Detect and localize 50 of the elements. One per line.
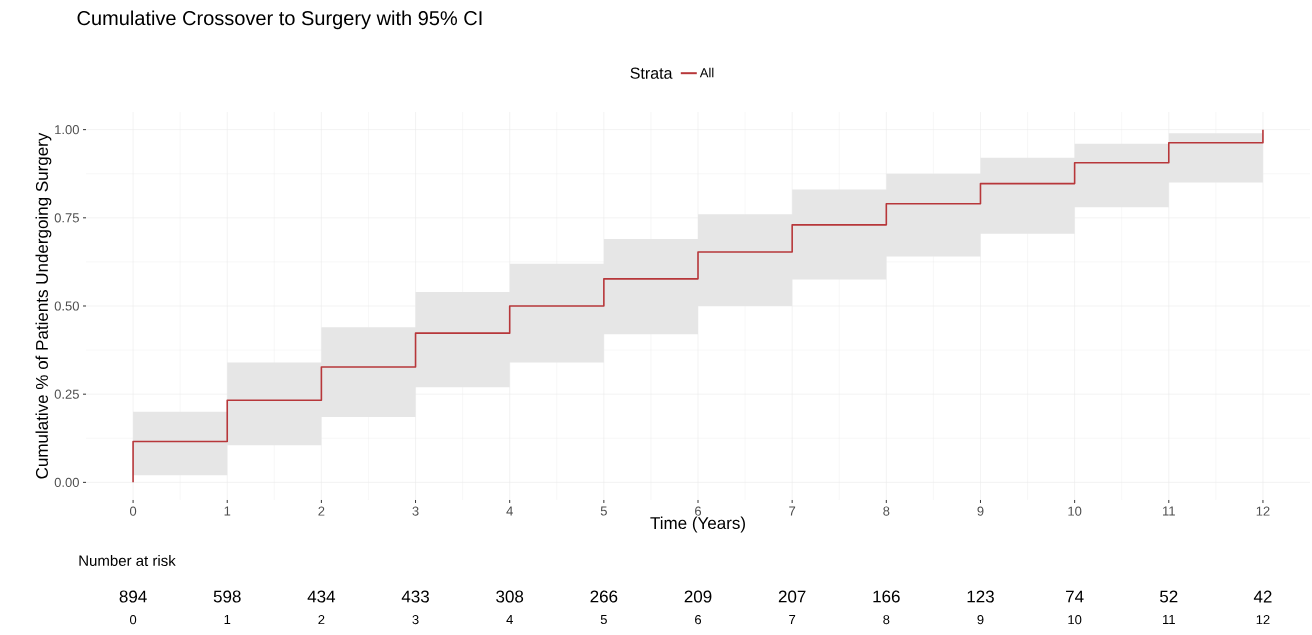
- x-tick-label: 1: [224, 615, 231, 624]
- x-tick-label: 8: [883, 615, 890, 625]
- y-tick-label: 1.00: [55, 125, 79, 135]
- data-label: 74: [1066, 590, 1084, 603]
- x-tick-label: 0: [129, 506, 137, 516]
- chart-title: Number at risk: [79, 554, 176, 566]
- y-tick-label: 0.00: [54, 477, 79, 487]
- y-tick-label: 0.25: [54, 389, 79, 399]
- y-tick-label: 0.75: [54, 213, 79, 223]
- x-axis-title: Time (Years): [650, 516, 745, 533]
- x-tick-label: 2: [318, 615, 325, 625]
- data-label: 266: [590, 590, 618, 603]
- x-tick-label: 7: [789, 615, 796, 624]
- data-label: 166: [873, 590, 900, 603]
- data-label: 42: [1253, 590, 1272, 603]
- y-tick-label: 0.50: [54, 301, 79, 311]
- x-tick-label: 4: [506, 615, 513, 624]
- x-tick-label: 9: [977, 506, 984, 516]
- y-axis-title: Cumulative % of Patients Undergoing Surgery: [35, 132, 52, 479]
- x-tick-label: 6: [695, 615, 702, 625]
- x-tick-label: 12: [1256, 615, 1270, 625]
- data-label: 434: [307, 590, 336, 603]
- x-tick-label: 12: [1256, 506, 1270, 516]
- x-tick-label: 11: [1163, 506, 1175, 516]
- x-tick-label: 10: [1068, 506, 1082, 516]
- x-tick-label: 6: [695, 506, 702, 516]
- x-tick-label: 2: [318, 506, 325, 516]
- x-tick-label: 0: [129, 615, 137, 625]
- data-label: 123: [967, 590, 994, 603]
- data-label: 52: [1160, 590, 1178, 603]
- x-tick-label: 11: [1163, 615, 1175, 624]
- legend-title: Strata: [630, 67, 673, 79]
- data-label: 209: [684, 590, 712, 603]
- x-tick-label: 10: [1068, 615, 1082, 625]
- x-tick-label: 4: [506, 506, 513, 516]
- x-tick-label: 1: [224, 506, 231, 516]
- data-label: 894: [119, 590, 147, 603]
- data-label: 207: [778, 590, 806, 603]
- data-label: 598: [213, 590, 241, 603]
- x-tick-label: 3: [412, 615, 419, 625]
- legend-label: All: [699, 67, 714, 78]
- x-tick-label: 7: [789, 506, 796, 516]
- x-tick-label: 8: [883, 506, 890, 516]
- data-label: 308: [496, 590, 524, 603]
- x-tick-label: 5: [600, 506, 607, 516]
- chart-title: Cumulative Crossover to Surgery with 95% CI: [77, 10, 482, 30]
- x-tick-label: 3: [412, 506, 419, 516]
- x-tick-label: 9: [977, 615, 984, 625]
- x-tick-label: 5: [600, 615, 607, 625]
- data-label: 433: [401, 590, 429, 603]
